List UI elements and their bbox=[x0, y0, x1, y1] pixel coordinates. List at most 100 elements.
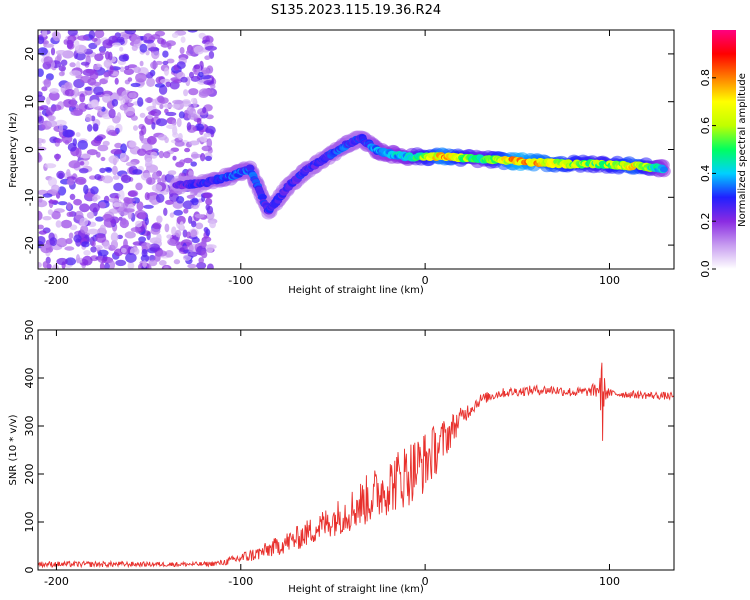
noise-blob bbox=[163, 265, 169, 269]
noise-blob bbox=[80, 75, 92, 84]
noise-blob bbox=[128, 140, 137, 148]
noise-blob bbox=[188, 215, 193, 224]
noise-blob bbox=[151, 49, 160, 60]
noise-blob bbox=[94, 174, 102, 180]
noise-blob bbox=[50, 47, 56, 56]
noise-blob bbox=[176, 61, 186, 69]
noise-blob bbox=[206, 138, 213, 148]
noise-blob bbox=[42, 216, 52, 221]
noise-blob bbox=[133, 66, 142, 74]
noise-blob bbox=[58, 65, 66, 72]
noise-blob bbox=[38, 106, 44, 111]
noise-blob bbox=[74, 210, 84, 221]
noise-blob bbox=[80, 225, 89, 234]
noise-blob bbox=[163, 207, 168, 216]
noise-blob bbox=[151, 200, 158, 206]
noise-blob bbox=[165, 81, 172, 88]
noise-blob bbox=[64, 89, 76, 97]
spectrogram-data bbox=[38, 30, 671, 269]
noise-blob bbox=[95, 233, 107, 243]
noise-blob bbox=[198, 257, 204, 264]
noise-blob bbox=[131, 44, 138, 52]
noise-blob bbox=[142, 260, 147, 268]
colorbar-ticks: 0.0 0.2 0.4 0.6 0.8 bbox=[699, 69, 716, 278]
noise-blob bbox=[176, 215, 186, 225]
noise-blob bbox=[207, 263, 214, 269]
noise-blob bbox=[191, 237, 200, 244]
spectrogram-x-ticks: -200 -100 0 100 bbox=[44, 30, 620, 287]
noise-blob bbox=[141, 242, 152, 250]
noise-blob bbox=[128, 92, 137, 99]
noise-blob bbox=[125, 161, 137, 167]
noise-blob bbox=[150, 227, 161, 235]
noise-blob bbox=[183, 157, 193, 164]
noise-blob bbox=[68, 232, 74, 239]
noise-blob bbox=[200, 153, 206, 162]
noise-blob bbox=[205, 45, 217, 51]
noise-blob bbox=[159, 104, 164, 110]
spectrogram-y-tick-label: -20 bbox=[23, 236, 36, 254]
noise-blob bbox=[174, 140, 185, 147]
noise-blob bbox=[164, 67, 169, 76]
noise-blob bbox=[93, 86, 104, 96]
noise-blob bbox=[92, 196, 98, 202]
spectrogram-x-tick-label: 0 bbox=[422, 274, 429, 287]
noise-blob bbox=[119, 46, 124, 52]
snr-y-tick-label: 200 bbox=[23, 464, 36, 485]
noise-blob bbox=[171, 119, 177, 127]
noise-blob bbox=[139, 60, 144, 67]
noise-blob bbox=[203, 132, 212, 138]
noise-blob bbox=[42, 261, 49, 269]
noise-blob bbox=[127, 77, 133, 82]
noise-blob bbox=[187, 263, 197, 269]
noise-blob bbox=[38, 111, 42, 117]
snr-y-ticks: 0 100 200 300 400 500 bbox=[23, 320, 674, 574]
noise-blob bbox=[125, 252, 137, 263]
noise-blob bbox=[121, 174, 132, 184]
noise-blob bbox=[66, 202, 72, 210]
noise-blob bbox=[201, 250, 208, 259]
ridge-cell bbox=[659, 166, 668, 173]
noise-blob bbox=[38, 210, 43, 221]
noise-blob bbox=[38, 36, 45, 45]
noise-blob bbox=[56, 257, 68, 266]
noise-blob bbox=[49, 88, 59, 94]
noise-blob bbox=[201, 145, 213, 152]
noise-blob bbox=[205, 155, 212, 161]
noise-blob bbox=[80, 61, 90, 66]
noise-blob bbox=[60, 59, 68, 66]
snr-y-tick-label: 0 bbox=[23, 567, 36, 574]
noise-blob bbox=[137, 148, 147, 156]
snr-y-tick-label: 400 bbox=[23, 368, 36, 389]
noise-blob bbox=[67, 142, 77, 152]
noise-blob bbox=[38, 152, 41, 162]
noise-blob bbox=[112, 202, 122, 208]
snr-x-ticks: -200 -100 0 100 bbox=[44, 330, 620, 588]
noise-blob bbox=[138, 236, 147, 243]
noise-blob bbox=[60, 219, 72, 229]
noise-blob bbox=[173, 209, 183, 216]
noise-blob bbox=[120, 143, 127, 154]
noise-blob bbox=[135, 220, 143, 228]
noise-blob bbox=[202, 106, 207, 114]
noise-blob bbox=[151, 121, 156, 130]
noise-blob bbox=[66, 39, 74, 49]
noise-blob bbox=[100, 156, 106, 162]
noise-blob bbox=[156, 233, 162, 242]
noise-blob bbox=[78, 103, 85, 110]
noise-blob bbox=[164, 223, 170, 233]
noise-blob bbox=[178, 133, 183, 141]
noise-blob bbox=[38, 236, 46, 245]
noise-blob bbox=[111, 42, 122, 47]
noise-blob bbox=[133, 125, 138, 131]
noise-blob bbox=[110, 239, 118, 250]
noise-blob bbox=[98, 201, 107, 209]
noise-blob bbox=[83, 184, 89, 195]
noise-blob bbox=[115, 259, 127, 267]
noise-blob bbox=[56, 237, 68, 248]
noise-blob bbox=[183, 89, 189, 97]
noise-blob bbox=[162, 60, 169, 65]
noise-blob bbox=[60, 84, 66, 94]
noise-blob bbox=[70, 98, 77, 108]
noise-blob bbox=[111, 99, 119, 107]
